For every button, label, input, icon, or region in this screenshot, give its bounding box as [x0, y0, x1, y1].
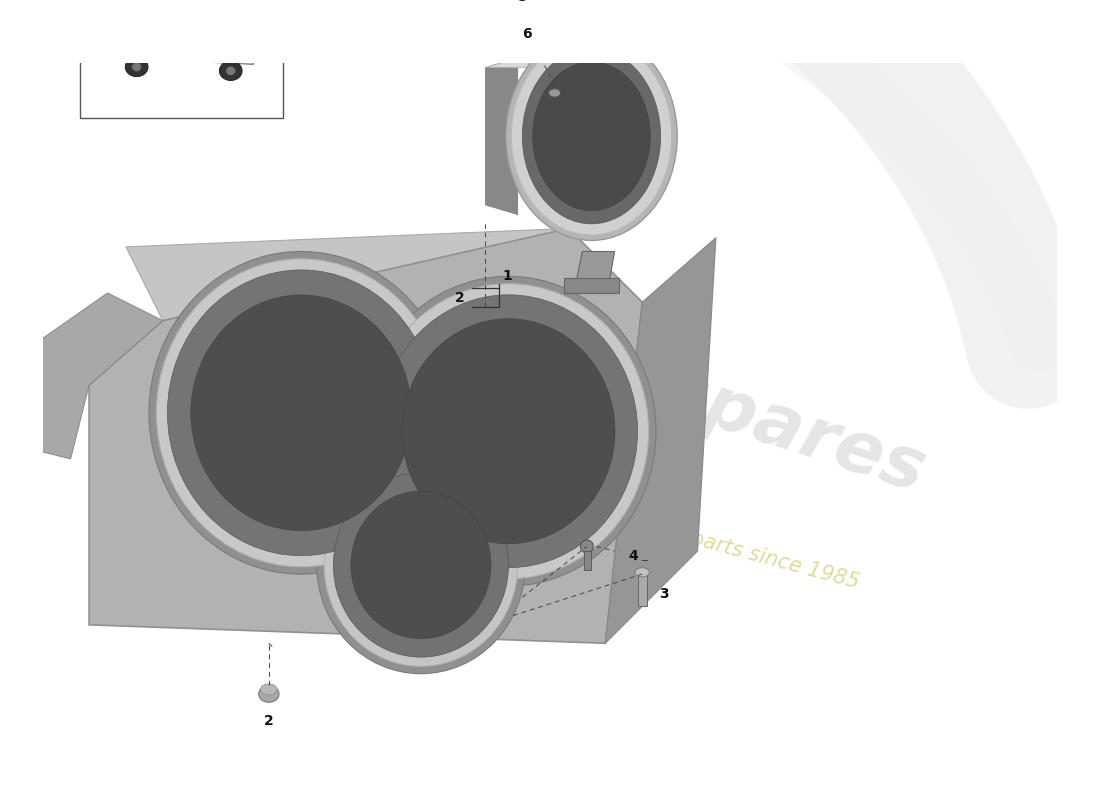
Polygon shape: [89, 229, 642, 643]
Ellipse shape: [156, 259, 446, 566]
Ellipse shape: [512, 38, 672, 235]
Ellipse shape: [167, 270, 434, 556]
Text: 5: 5: [517, 0, 527, 5]
Ellipse shape: [368, 284, 649, 578]
Ellipse shape: [361, 276, 656, 586]
Ellipse shape: [261, 684, 277, 695]
Ellipse shape: [125, 58, 148, 77]
Ellipse shape: [226, 66, 235, 75]
Polygon shape: [108, 0, 263, 64]
Polygon shape: [125, 229, 642, 321]
Polygon shape: [140, 0, 214, 21]
Ellipse shape: [506, 32, 678, 241]
Ellipse shape: [522, 49, 661, 224]
Polygon shape: [485, 58, 666, 67]
Text: 6: 6: [522, 27, 531, 42]
Ellipse shape: [635, 568, 650, 577]
Bar: [80, 0, 283, 118]
Ellipse shape: [581, 540, 593, 553]
Bar: [638, 574, 647, 606]
Ellipse shape: [132, 62, 142, 71]
Ellipse shape: [379, 295, 638, 568]
Text: 2: 2: [264, 714, 274, 728]
Text: 4: 4: [628, 549, 638, 562]
Ellipse shape: [219, 61, 242, 81]
Polygon shape: [120, 10, 169, 28]
Text: 3: 3: [659, 587, 669, 602]
Ellipse shape: [324, 463, 518, 666]
Ellipse shape: [148, 251, 453, 574]
Ellipse shape: [317, 456, 525, 674]
Bar: [564, 278, 619, 293]
Ellipse shape: [549, 89, 561, 97]
Ellipse shape: [333, 473, 508, 657]
Text: 2: 2: [454, 290, 464, 305]
Ellipse shape: [258, 686, 279, 702]
Bar: [550, 93, 559, 114]
Ellipse shape: [190, 295, 411, 530]
Bar: [584, 551, 591, 570]
Polygon shape: [0, 293, 163, 459]
Text: a passion for parts since 1985: a passion for parts since 1985: [552, 491, 861, 592]
Text: eurospares: eurospares: [478, 300, 935, 507]
Polygon shape: [605, 238, 716, 643]
Ellipse shape: [402, 318, 615, 544]
Ellipse shape: [351, 491, 491, 638]
Ellipse shape: [532, 62, 650, 210]
Polygon shape: [485, 58, 518, 214]
Polygon shape: [575, 251, 615, 288]
Text: 1: 1: [502, 269, 512, 283]
